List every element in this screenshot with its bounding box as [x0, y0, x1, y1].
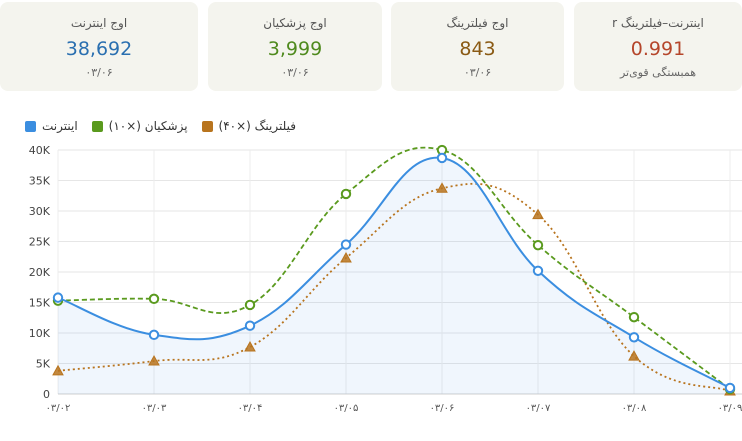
data-point [436, 152, 448, 164]
data-point [628, 332, 640, 343]
line-chart: 0 5K 10K 15K 20K 25K 30K 35K 40K ۰۳/۰۲ ۰۳/۰۳ ۰۳/۰۴ ۰… [29, 144, 742, 414]
data-point [532, 265, 544, 276]
legend-label: پزشکیان (×۱۰) [108, 119, 188, 133]
data-point [724, 382, 736, 394]
y-tick-label: 25K [29, 236, 51, 249]
kpi-card-internet-peak: اوج اینترنت 38,692 ۰۳/۰۶ [0, 2, 198, 91]
series-area-internet [58, 157, 730, 394]
y-tick-label: 15K [29, 297, 51, 310]
y-tick-label: 40K [29, 144, 51, 157]
kpi-value: 38,692 [65, 38, 133, 60]
kpi-label: اینترنت–فیلترینگ r [612, 16, 704, 30]
legend-swatch [25, 120, 36, 132]
x-tick-label: ۰۳/۰۹ [718, 403, 742, 414]
data-point [340, 188, 352, 200]
kpi-label: اوج پزشکیان [263, 16, 327, 30]
kpi-sub: همبستگی قوی‌تر [619, 66, 697, 79]
kpi-label: اوج اینترنت [70, 16, 128, 30]
data-point [244, 299, 256, 311]
data-point [244, 341, 256, 352]
kpi-cards: اینترنت–فیلترینگ r 0.991 همبستگی قوی‌تر … [0, 0, 742, 92]
data-point [436, 182, 448, 193]
data-point [340, 239, 352, 250]
y-tick-label: 0 [43, 388, 50, 401]
kpi-card-correlation: اینترنت–فیلترینگ r 0.991 همبستگی قوی‌تر [574, 2, 742, 91]
y-tick-label: 35K [29, 175, 51, 188]
x-tick-label: ۰۳/۰۷ [526, 403, 551, 414]
x-tick-label: ۰۳/۰۶ [430, 403, 455, 414]
y-tick-label: 30K [29, 205, 51, 218]
y-tick-label: 5K [36, 358, 51, 371]
kpi-value: 0.991 [630, 38, 686, 60]
kpi-sub: ۰۳/۰۶ [85, 66, 113, 79]
data-point [52, 364, 64, 376]
series-line-0 [57, 156, 731, 389]
kpi-value: 843 [459, 38, 496, 60]
data-point [244, 320, 256, 331]
data-point [52, 292, 64, 303]
legend-swatch [201, 120, 213, 132]
legend-item-pezeshkian[interactable]: پزشکیان (×۱۰) [91, 116, 188, 136]
x-tick-label: ۰۳/۰۲ [46, 403, 71, 414]
kpi-sub: ۰۳/۰۶ [281, 66, 309, 79]
data-point [628, 311, 640, 323]
y-tick-label: 10K [29, 327, 51, 340]
series-line-2 [57, 183, 731, 392]
data-point [148, 329, 160, 341]
kpi-label: اوج فیلترینگ [446, 16, 509, 30]
legend-label: فیلترینگ (×۴۰) [218, 119, 296, 133]
chart-legend: اینترنت پزشکیان (×۱۰) فیلترینگ (×۴۰) [25, 116, 296, 136]
data-point [532, 208, 544, 220]
legend-item-filtering[interactable]: فیلترینگ (×۴۰) [201, 116, 296, 136]
kpi-value: 3,999 [267, 38, 323, 60]
x-tick-label: ۰۳/۰۴ [238, 403, 263, 414]
data-point [532, 239, 544, 251]
legend-swatch [91, 120, 103, 132]
data-point [628, 350, 640, 361]
kpi-card-filtering-peak: اوج فیلترینگ 843 ۰۳/۰۶ [391, 2, 564, 91]
data-point [148, 293, 160, 305]
x-tick-label: ۰۳/۰۸ [622, 403, 647, 414]
data-point [340, 251, 352, 263]
kpi-card-pezeshkian-peak: اوج پزشکیان 3,999 ۰۳/۰۶ [208, 2, 382, 91]
legend-label: اینترنت [42, 119, 78, 133]
legend-item-internet[interactable]: اینترنت [25, 116, 78, 136]
data-point [148, 355, 160, 366]
y-tick-label: 20K [29, 266, 51, 279]
kpi-sub: ۰۳/۰۶ [463, 66, 492, 79]
series-line-1 [57, 146, 731, 390]
x-tick-label: ۰۳/۰۵ [334, 403, 359, 414]
x-tick-label: ۰۳/۰۳ [142, 403, 167, 414]
